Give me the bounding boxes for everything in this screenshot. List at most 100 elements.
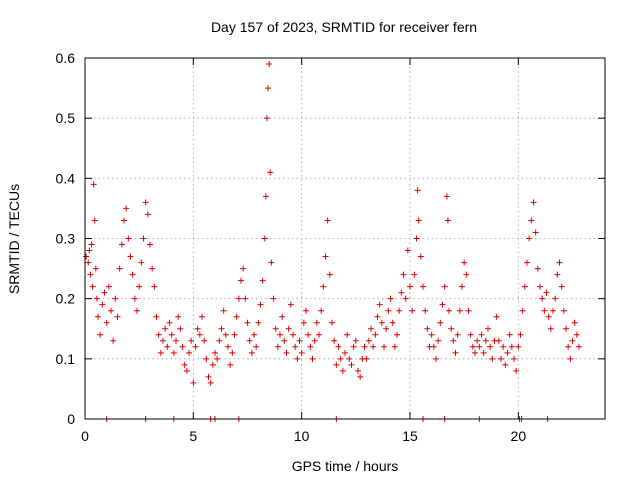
data-point: [99, 301, 106, 308]
data-point: [233, 313, 240, 320]
data-point: [253, 343, 260, 350]
data-point: [261, 235, 268, 242]
data-point: [103, 319, 110, 326]
data-point: [134, 307, 140, 314]
data-point: [173, 337, 179, 344]
data-point: [560, 307, 567, 314]
data-point: [283, 349, 290, 356]
data-point: [290, 331, 296, 338]
data-point: [108, 307, 114, 314]
data-point: [567, 355, 574, 362]
data-point: [513, 367, 520, 374]
data-point: [270, 295, 277, 302]
data-point: [452, 349, 459, 356]
data-point: [443, 193, 450, 200]
data-point: [177, 325, 184, 332]
data-point: [389, 319, 396, 326]
data-point: [413, 235, 420, 242]
data-point: [175, 313, 182, 320]
data-point: [526, 235, 533, 242]
data-point: [322, 253, 329, 260]
data-point: [95, 313, 101, 320]
data-point: [285, 325, 292, 332]
data-point: [207, 379, 214, 386]
data-point: [279, 313, 286, 320]
data-point: [153, 313, 160, 320]
data-point: [268, 259, 275, 266]
data-point: [465, 307, 472, 314]
data-point: [144, 211, 151, 218]
data-point: [265, 85, 272, 92]
data-point: [298, 349, 305, 356]
data-point: [415, 217, 422, 224]
data-point: [519, 307, 526, 314]
data-point: [127, 253, 134, 260]
data-point: [422, 307, 429, 314]
data-point: [309, 355, 316, 362]
data-point: [149, 265, 156, 272]
data-point: [294, 355, 301, 362]
data-point: [166, 319, 173, 326]
data-point: [346, 355, 353, 362]
data-point: [550, 307, 556, 314]
data-point: [489, 355, 496, 362]
data-point: [199, 313, 205, 320]
data-point: [216, 337, 223, 344]
data-point: [534, 265, 541, 272]
data-point: [539, 295, 546, 302]
data-point: [352, 337, 359, 344]
data-point: [337, 355, 344, 362]
data-point: [316, 331, 322, 338]
data-point: [409, 307, 416, 314]
data-point: [500, 343, 507, 350]
data-point: [274, 343, 281, 350]
data-point: [267, 169, 274, 176]
data-point: [482, 337, 489, 344]
data-point: [83, 253, 90, 260]
data-point: [515, 343, 522, 350]
data-point: [186, 349, 192, 356]
data-point: [363, 355, 370, 362]
data-point: [179, 343, 186, 350]
data-point: [266, 61, 273, 68]
data-point: [168, 331, 175, 338]
data-point: [474, 337, 481, 344]
data-point: [439, 301, 446, 308]
data-point: [244, 319, 251, 326]
data-point: [129, 271, 136, 278]
data-point: [376, 301, 383, 308]
data-point: [333, 361, 340, 368]
data-point: [225, 343, 231, 350]
data-point: [545, 313, 552, 320]
data-point: [530, 199, 537, 206]
x-tick-label: 10: [294, 428, 310, 444]
data-point: [164, 343, 171, 350]
data-point: [344, 331, 351, 338]
data-point: [192, 343, 199, 350]
data-point: [287, 301, 294, 308]
data-point: [511, 355, 517, 362]
data-point: [118, 241, 125, 248]
data-point: [350, 343, 357, 350]
data-point: [255, 319, 262, 326]
data-point: [231, 331, 238, 338]
data-point: [472, 349, 478, 356]
data-point: [420, 283, 426, 290]
data-point: [461, 259, 468, 266]
data-point: [521, 283, 528, 290]
data-point: [212, 349, 218, 356]
data-point: [331, 337, 338, 344]
data-point: [433, 355, 439, 362]
data-point: [183, 367, 190, 374]
data-point: [251, 331, 257, 338]
y-tick-label: 0.2: [56, 291, 76, 307]
chart-title: Day 157 of 2023, SRMTID for receiver fer…: [211, 19, 477, 35]
x-tick-label: 15: [402, 428, 418, 444]
data-point: [229, 349, 236, 356]
data-point: [235, 295, 242, 302]
data-point: [361, 343, 368, 350]
data-point: [387, 295, 394, 302]
data-point: [85, 259, 92, 266]
data-point: [498, 355, 504, 362]
data-point: [92, 265, 99, 272]
